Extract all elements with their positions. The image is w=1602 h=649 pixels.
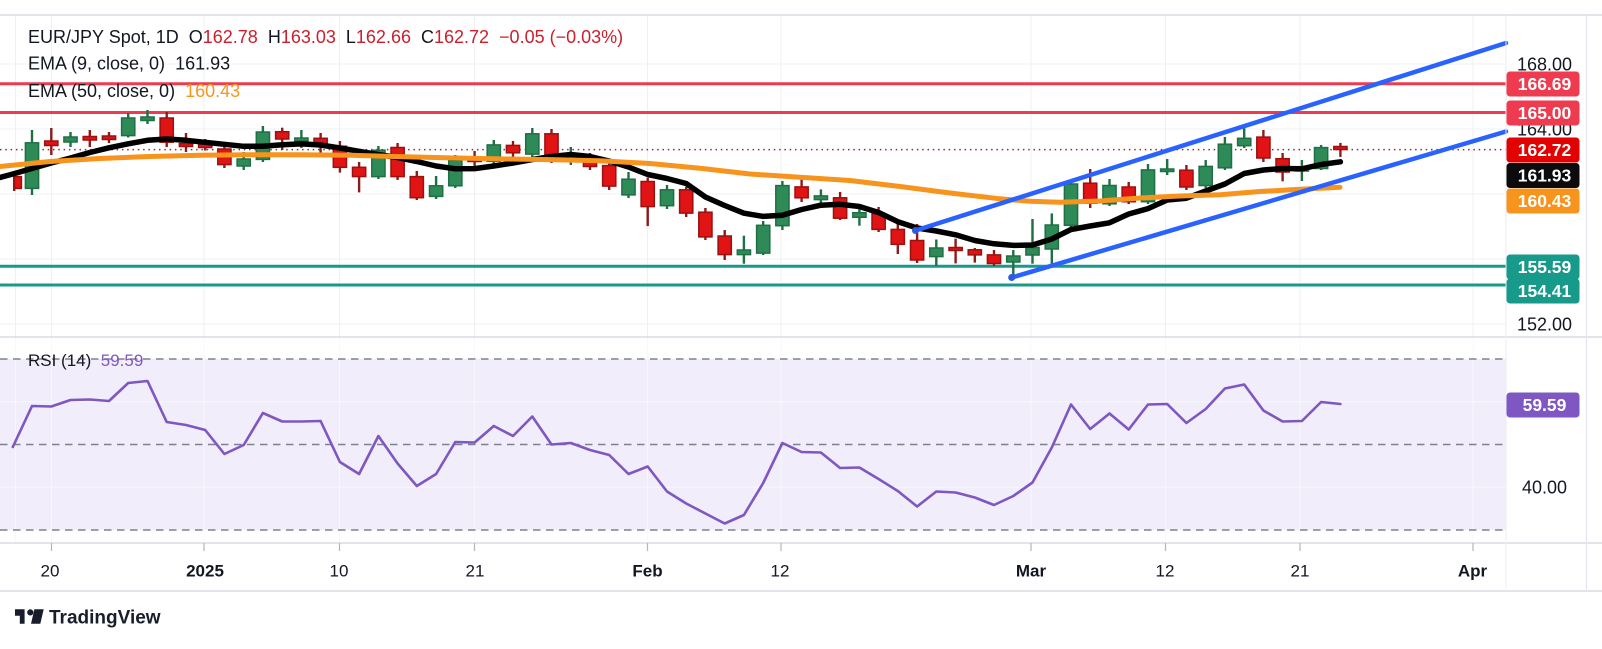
svg-text:Mar: Mar: [1016, 562, 1047, 581]
svg-text:166.69: 166.69: [1518, 74, 1572, 94]
svg-text:154.41: 154.41: [1518, 281, 1572, 301]
svg-text:EMA (50, close, 0) 160.43: EMA (50, close, 0) 160.43: [28, 81, 240, 101]
svg-text:162.72: 162.72: [1518, 140, 1572, 160]
svg-text:2025: 2025: [186, 562, 224, 581]
svg-text:59.59: 59.59: [1523, 395, 1567, 415]
svg-text:10: 10: [330, 562, 349, 581]
svg-text:TradingView: TradingView: [49, 608, 161, 629]
svg-text:160.43: 160.43: [1518, 191, 1572, 211]
svg-text:12: 12: [1156, 562, 1175, 581]
svg-text:EMA (9, close, 0) 161.93: EMA (9, close, 0) 161.93: [28, 54, 230, 74]
svg-text:Feb: Feb: [632, 562, 662, 581]
svg-text:21: 21: [466, 562, 485, 581]
svg-text:21: 21: [1291, 562, 1310, 581]
svg-text:RSI (14) 59.59: RSI (14) 59.59: [28, 351, 143, 370]
svg-text:20: 20: [41, 562, 60, 581]
svg-text:155.59: 155.59: [1518, 257, 1572, 277]
svg-text:152.00: 152.00: [1517, 314, 1572, 334]
svg-text:12: 12: [771, 562, 790, 581]
svg-text:161.93: 161.93: [1518, 166, 1572, 186]
svg-text:40.00: 40.00: [1522, 478, 1567, 498]
svg-text:Apr: Apr: [1458, 562, 1488, 581]
svg-text:EUR/JPY Spot, 1D O162.78 H16: EUR/JPY Spot, 1D O162.78 H163.03 L162.66…: [28, 27, 623, 47]
svg-text:165.00: 165.00: [1518, 103, 1572, 123]
svg-text:168.00: 168.00: [1517, 54, 1572, 74]
